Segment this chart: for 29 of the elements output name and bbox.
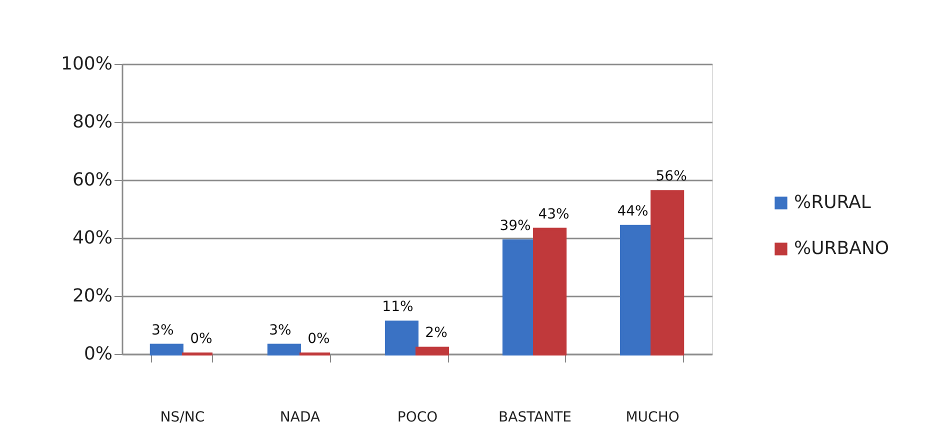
legend-label: %RURAL xyxy=(794,192,871,213)
x-tick-label: NADA xyxy=(280,410,320,426)
data-label: 44% xyxy=(617,203,648,220)
data-label: 56% xyxy=(656,168,687,185)
y-tick-label: 80% xyxy=(72,112,112,132)
data-label: 11% xyxy=(382,299,414,316)
x-tick-label: NS/NC xyxy=(160,410,205,426)
legend-label: %URBANO xyxy=(794,238,890,259)
bar xyxy=(267,344,301,356)
data-label: 0% xyxy=(308,331,330,347)
bar xyxy=(150,344,184,356)
y-tick-label: 40% xyxy=(72,228,112,248)
data-label: 39% xyxy=(500,218,531,234)
bar xyxy=(384,320,418,356)
data-label: 43% xyxy=(538,206,570,222)
bar xyxy=(650,190,684,356)
data-label: 3% xyxy=(152,322,174,338)
y-tick-label: 20% xyxy=(72,286,112,306)
y-tick-label: 60% xyxy=(72,170,112,190)
data-label: 0% xyxy=(190,331,212,347)
bar xyxy=(533,228,567,356)
data-label: 3% xyxy=(269,322,292,338)
data-label: 2% xyxy=(425,325,448,342)
y-tick-label: 100% xyxy=(61,54,112,74)
x-tick-label: POCO xyxy=(397,410,438,426)
x-tick-label: BASTANTE xyxy=(498,410,572,426)
bar xyxy=(416,346,450,356)
y-tick-label: 0% xyxy=(84,344,112,364)
x-tick-label: MUCHO xyxy=(626,410,680,426)
